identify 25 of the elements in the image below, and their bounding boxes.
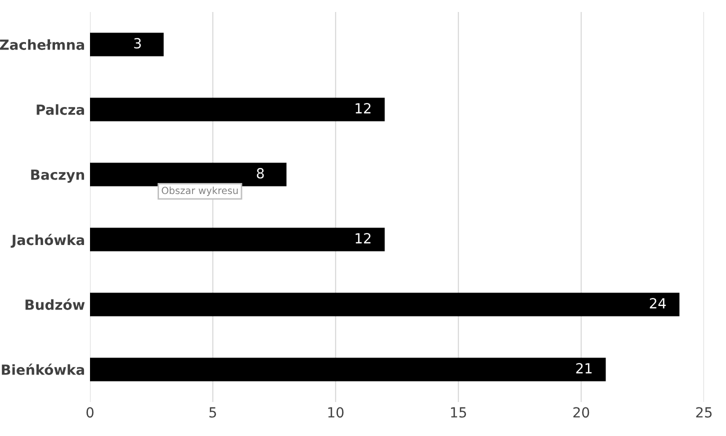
y-tick-label: Bieńkówka	[2, 364, 84, 375]
bar	[90, 228, 385, 252]
data-label: 24	[650, 298, 666, 308]
data-label: 12	[356, 233, 370, 244]
bar	[90, 358, 606, 382]
y-tick-label: Zachełmna	[0, 39, 84, 50]
y-tick-label: Baczyn	[31, 170, 84, 183]
x-tick-label: 5	[209, 407, 216, 418]
data-label: 12	[356, 103, 370, 114]
x-tick-label: 0	[86, 407, 94, 418]
x-tick-label: 15	[451, 407, 466, 418]
data-label: 8	[256, 168, 264, 179]
bar	[90, 292, 680, 316]
data-label: 3	[134, 38, 141, 49]
x-tick-label: 25	[696, 407, 712, 418]
bar	[90, 32, 164, 56]
data-label: 21	[576, 363, 592, 374]
x-tick-label: 20	[573, 407, 590, 418]
y-tick-label: Budzów	[26, 298, 85, 310]
x-tick-label: 10	[328, 407, 344, 418]
y-tick-label: Jachówka	[10, 234, 84, 248]
bar	[90, 98, 385, 122]
bar	[90, 162, 286, 186]
annotation: Obszar wykresu	[162, 186, 238, 196]
y-tick-label: Palcza	[36, 104, 84, 115]
